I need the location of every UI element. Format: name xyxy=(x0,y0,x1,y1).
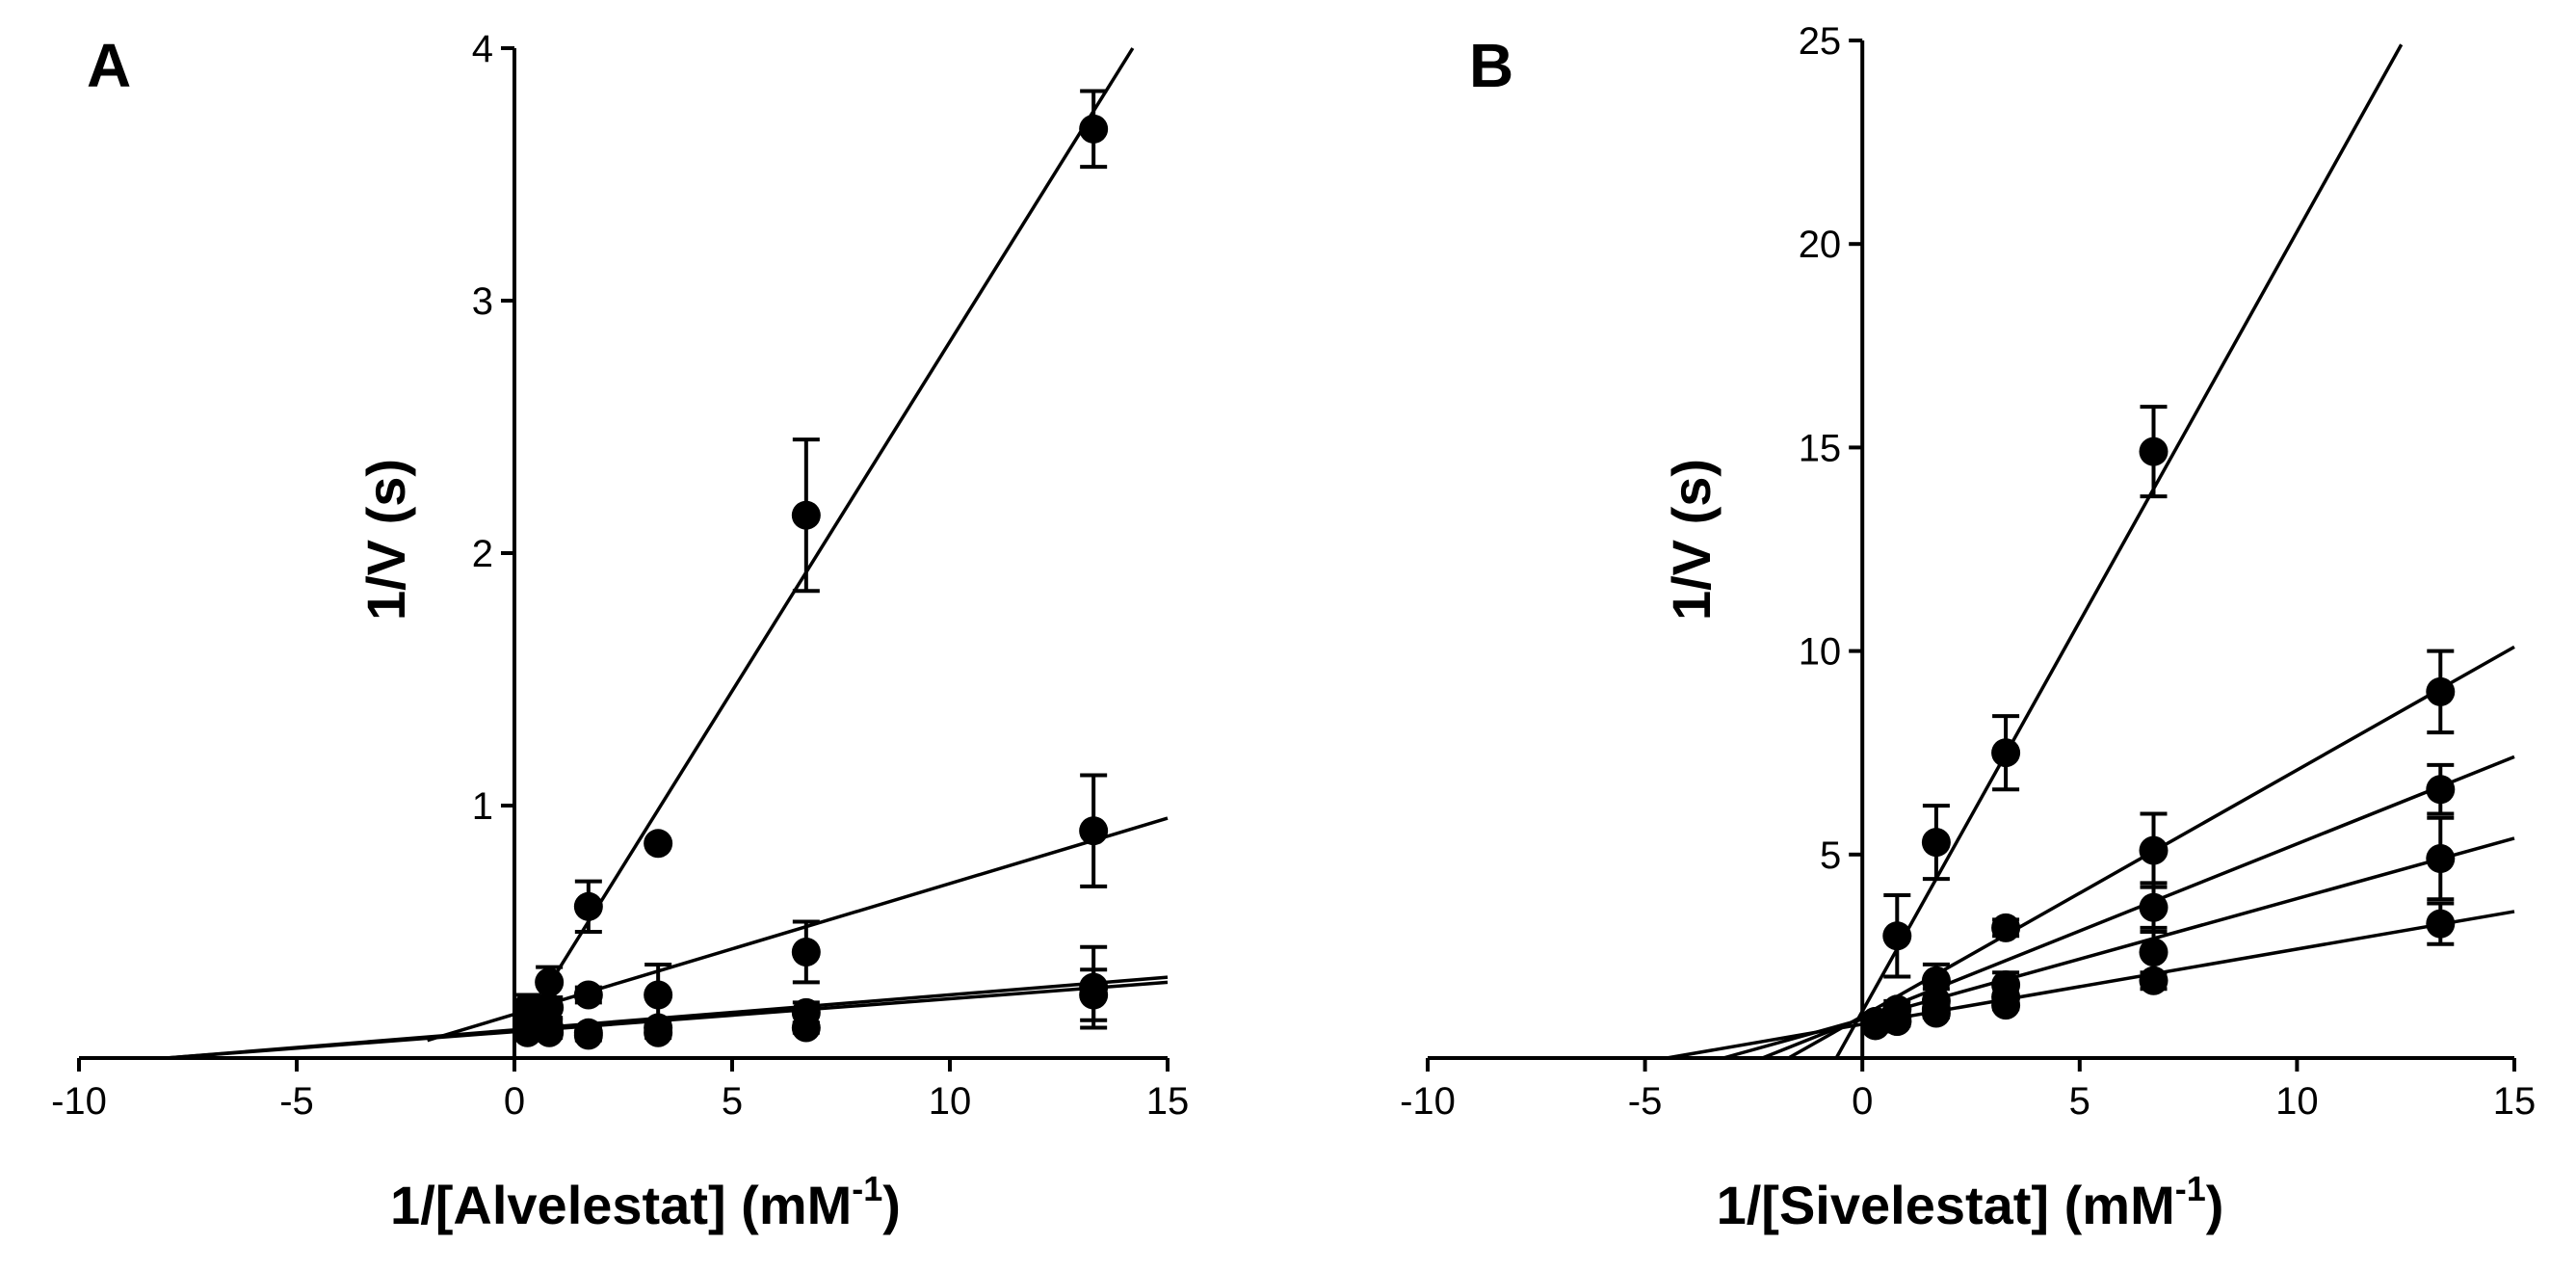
data-point xyxy=(573,891,603,921)
x-tick-label: -10 xyxy=(51,1080,107,1123)
data-point xyxy=(573,980,603,1010)
data-point xyxy=(1921,998,1951,1028)
data-point xyxy=(535,993,565,1022)
fit-line xyxy=(513,47,1135,1042)
fit-line xyxy=(1722,836,2515,1060)
panel-b: -10 -5 0 5 10 15 5 10 15 20 25 B 1/V (s) 1/[Sivelesta… xyxy=(1400,20,2536,1235)
data-point xyxy=(791,937,821,966)
y-tick-label: 25 xyxy=(1799,20,1842,63)
data-point xyxy=(644,1018,673,1047)
x-tick-label: 5 xyxy=(722,1080,743,1123)
data-point xyxy=(535,967,565,997)
data-point xyxy=(791,1013,821,1043)
data-point xyxy=(2139,892,2169,922)
data-point xyxy=(1991,738,2021,768)
data-point xyxy=(535,1018,565,1047)
data-point xyxy=(2139,835,2169,865)
data-point xyxy=(513,993,542,1022)
panel-a: -10 -5 0 5 10 15 1 2 3 4 A 1/V (s) 1/[Alvelestat] (m… xyxy=(51,28,1189,1235)
data-point xyxy=(2426,909,2456,939)
data-point xyxy=(573,1020,603,1050)
data-point xyxy=(2426,676,2456,706)
fit-line xyxy=(1666,910,2515,1060)
data-point xyxy=(2426,844,2456,874)
y-tick-label: 5 xyxy=(1820,834,1841,877)
y-axis-label: 1/V (s) xyxy=(355,459,416,621)
data-point xyxy=(1079,816,1109,846)
data-point xyxy=(513,1018,542,1047)
x-tick-label: 15 xyxy=(2493,1080,2537,1123)
data-point xyxy=(1991,913,2021,942)
y-tick-label: 2 xyxy=(472,533,493,575)
data-point xyxy=(1991,991,2021,1020)
data-point xyxy=(2139,938,2169,967)
data-point xyxy=(1079,114,1109,144)
data-point xyxy=(1860,1011,1890,1041)
fit-line xyxy=(1834,43,2404,1059)
y-tick-label: 3 xyxy=(472,280,493,323)
data-point xyxy=(644,829,673,859)
data-point xyxy=(1921,828,1951,858)
x-tick-label: -10 xyxy=(1400,1080,1456,1123)
y-tick-label: 20 xyxy=(1799,224,1842,266)
y-axis-label: 1/V (s) xyxy=(1661,459,1722,621)
y-tick-label: 10 xyxy=(1799,631,1842,674)
data-point xyxy=(1882,921,1912,951)
data-point xyxy=(1882,1006,1912,1036)
x-tick-label: -5 xyxy=(279,1080,314,1123)
x-tick-label: 10 xyxy=(929,1080,972,1123)
x-axis-label: 1/[Sivelestat] (mM-1) xyxy=(1717,1169,2224,1235)
panel-label: A xyxy=(87,31,131,100)
data-point xyxy=(2139,966,2169,995)
data-point xyxy=(644,980,673,1010)
x-axis-label: 1/[Alvelestat] (mM-1) xyxy=(390,1169,901,1235)
panel-label: B xyxy=(1469,31,1513,100)
x-tick-label: 10 xyxy=(2275,1080,2319,1123)
data-point xyxy=(2139,437,2169,466)
fit-line xyxy=(166,975,1169,1060)
y-tick-label: 1 xyxy=(472,785,493,828)
data-point xyxy=(791,500,821,530)
y-tick-label: 4 xyxy=(472,28,493,70)
x-tick-label: -5 xyxy=(1628,1080,1663,1123)
x-tick-label: 0 xyxy=(504,1080,525,1123)
x-tick-label: 15 xyxy=(1146,1080,1190,1123)
data-point xyxy=(2426,775,2456,805)
x-tick-label: 5 xyxy=(2069,1080,2090,1123)
y-tick-label: 15 xyxy=(1799,427,1842,469)
x-tick-label: 0 xyxy=(1852,1080,1873,1123)
data-point xyxy=(1079,980,1109,1010)
